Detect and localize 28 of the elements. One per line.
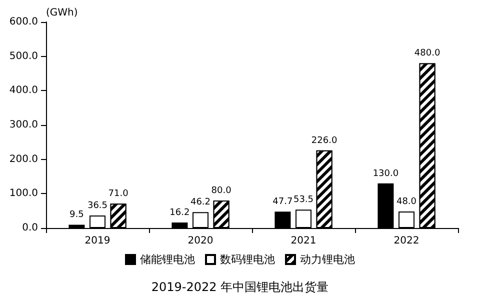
data-label: 71.0: [108, 189, 129, 200]
data-label: 130.0: [372, 168, 399, 179]
data-label: 480.0: [414, 48, 440, 59]
legend-label: 数码锂电池: [220, 253, 275, 266]
y-tick-label: 500.0: [9, 50, 38, 62]
y-tick-label: 400.0: [9, 85, 38, 96]
data-label: 9.5: [70, 210, 84, 220]
data-label: 80.0: [211, 186, 232, 196]
data-label: 36.5: [87, 200, 108, 211]
data-label: 47.7: [272, 197, 293, 208]
legend-label: 动力锂电池: [300, 253, 355, 266]
data-label: 16.2: [170, 208, 190, 218]
y-tick-label: 100.0: [9, 188, 38, 200]
text: 2019-2022 年中国锂电池出货量: [151, 280, 329, 294]
data-label: 226.0: [311, 136, 338, 146]
y-axis-title: (GWh): [46, 8, 78, 18]
data-label: 53.5: [293, 195, 314, 206]
x-tick-label: 2020: [188, 236, 214, 246]
x-tick-label: 2022: [394, 236, 420, 246]
y-tick-label: 0.0: [22, 222, 38, 234]
x-tick-label: 2021: [290, 236, 316, 246]
legend-label: 储能锂电池: [140, 253, 195, 266]
y-tick-label: 200.0: [9, 154, 38, 165]
x-tick-label: 2019: [84, 236, 110, 246]
data-label: 48.0: [396, 197, 417, 208]
data-label: 46.2: [190, 198, 211, 208]
y-tick-label: 300.0: [9, 120, 38, 130]
y-tick-label: 600.0: [9, 16, 38, 28]
